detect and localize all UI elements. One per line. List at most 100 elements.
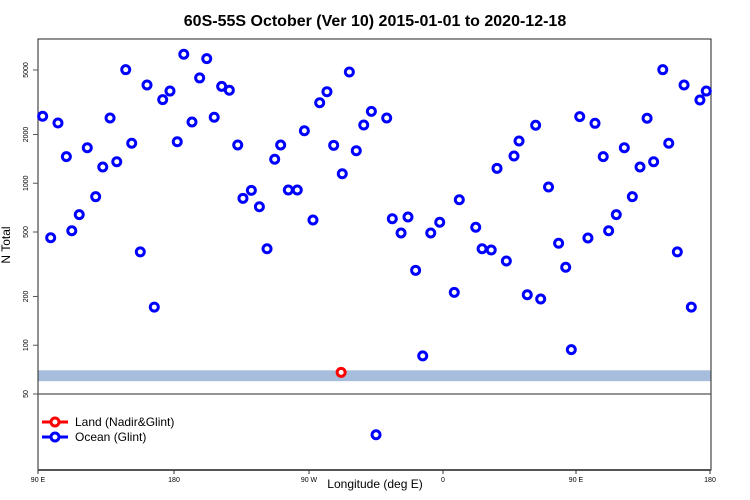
y-tick-label: 5000	[23, 62, 30, 78]
ocean-point	[157, 94, 169, 106]
ocean-point	[657, 64, 669, 76]
ocean-point	[73, 209, 85, 221]
ocean-point	[164, 85, 176, 97]
y-tick-label: 100	[23, 339, 30, 351]
ocean-point	[223, 84, 235, 96]
ocean-point	[141, 79, 153, 91]
ocean-point	[104, 112, 116, 124]
ocean-point	[491, 162, 503, 174]
y-tick-label: 500	[23, 226, 30, 238]
ocean-point	[37, 110, 49, 122]
x-axis-ticks: 90 E 180 90 W 0 90 E 180	[31, 470, 716, 484]
ocean-point	[560, 261, 572, 273]
ocean-point	[671, 246, 683, 258]
ocean-point	[66, 225, 78, 237]
ocean-point	[253, 201, 265, 213]
chart-title: 60S-55S October (Ver 10) 2015-01-01 to 2…	[184, 13, 567, 30]
ocean-point	[574, 111, 586, 123]
ocean-point	[485, 244, 497, 256]
y-tick-label: 2000	[23, 127, 30, 143]
ocean-point	[343, 66, 355, 78]
ocean-point	[641, 112, 653, 124]
reference-band	[38, 370, 711, 382]
ocean-point	[365, 105, 377, 117]
ocean-point	[589, 117, 601, 129]
ocean-point	[282, 184, 294, 196]
ocean-point	[321, 86, 333, 98]
ocean-point	[275, 139, 287, 151]
legend-item-land: Land (Nadir&Glint)	[42, 415, 174, 429]
ocean-point	[634, 161, 646, 173]
ocean-point	[603, 225, 615, 237]
y-tick-label: 200	[23, 291, 30, 303]
x-tick-label: 0	[441, 477, 445, 484]
ocean-point	[597, 151, 609, 163]
legend: Land (Nadir&Glint) Ocean (Glint)	[42, 415, 174, 444]
x-tick-label: 90 W	[301, 477, 318, 484]
y-tick-label: 50	[23, 390, 30, 398]
ocean-point	[45, 232, 57, 244]
ocean-point	[513, 135, 525, 147]
ocean-point	[425, 227, 437, 239]
y-tick-label: 1000	[23, 175, 30, 191]
ocean-point	[530, 119, 542, 131]
ocean-point	[120, 64, 132, 76]
ocean-point	[370, 429, 382, 441]
legend-item-ocean: Ocean (Glint)	[42, 430, 146, 444]
ocean-point	[81, 142, 93, 154]
ocean-point	[350, 145, 362, 157]
ocean-point	[208, 111, 220, 123]
ocean-point	[126, 137, 138, 149]
ocean-point	[358, 119, 370, 131]
ocean-point	[448, 286, 460, 298]
ocean-point	[410, 264, 422, 276]
ocean-point	[402, 211, 414, 223]
ocean-point	[694, 94, 706, 106]
ocean-point	[60, 151, 72, 163]
ocean-point	[314, 97, 326, 109]
x-tick-label: 180	[168, 477, 180, 484]
ocean-point	[434, 216, 446, 228]
legend-ocean-label: Ocean (Glint)	[75, 430, 146, 444]
legend-ocean-marker-icon	[49, 431, 61, 443]
ocean-point	[648, 156, 660, 168]
ocean-point	[386, 213, 398, 225]
ocean-point	[521, 289, 533, 301]
ocean-point	[453, 194, 465, 206]
ocean-point	[328, 139, 340, 151]
ocean-point	[52, 117, 64, 129]
ocean-point	[291, 184, 303, 196]
ocean-point	[232, 139, 244, 151]
ocean-point	[245, 184, 257, 196]
ocean-point	[178, 48, 190, 60]
ocean-point	[610, 209, 622, 221]
ocean-point	[97, 161, 109, 173]
ocean-point	[500, 255, 512, 267]
ocean-point	[663, 137, 675, 149]
ocean-point	[298, 125, 310, 137]
ocean-point	[618, 142, 630, 154]
ocean-point	[171, 136, 183, 148]
ocean-point	[543, 181, 555, 193]
x-tick-label: 90 E	[569, 477, 584, 484]
ocean-point	[201, 53, 213, 65]
ocean-point	[626, 191, 638, 203]
ocean-point	[678, 79, 690, 91]
ocean-point	[307, 214, 319, 226]
ocean-point	[417, 350, 429, 362]
ocean-point	[685, 301, 697, 313]
ocean-point	[476, 243, 488, 255]
ocean-point	[336, 168, 348, 180]
ocean-point	[582, 232, 594, 244]
legend-land-label: Land (Nadir&Glint)	[75, 415, 174, 429]
ocean-point	[535, 293, 547, 305]
ocean-point	[395, 227, 407, 239]
land-point	[335, 366, 347, 378]
ocean-point	[508, 150, 520, 162]
ocean-point	[470, 221, 482, 233]
ocean-point	[134, 246, 146, 258]
legend-land-marker-icon	[49, 416, 61, 428]
ocean-point	[261, 243, 273, 255]
x-tick-label: 180	[704, 477, 716, 484]
